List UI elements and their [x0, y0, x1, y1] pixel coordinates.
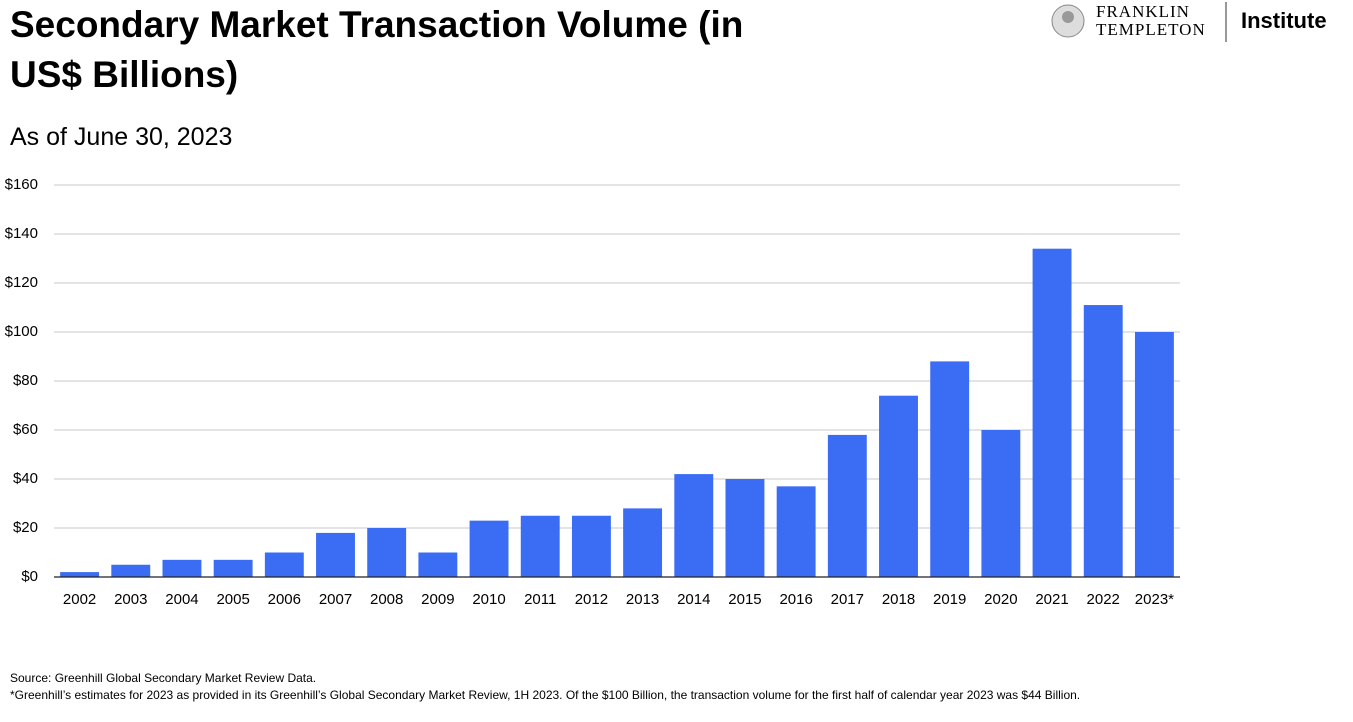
x-tick-label: 2010 [472, 591, 505, 608]
bar [981, 430, 1021, 577]
x-tick-label: 2023* [1135, 591, 1174, 608]
x-tick-label: 2021 [1035, 591, 1068, 608]
x-tick-label: 2016 [779, 591, 812, 608]
x-tick-label: 2005 [216, 591, 249, 608]
y-tick-label: $20 [13, 519, 38, 536]
bar [367, 528, 407, 577]
x-tick-label: 2006 [268, 591, 301, 608]
x-tick-label: 2011 [524, 591, 556, 608]
y-tick-label: $80 [13, 372, 38, 389]
bar [623, 508, 663, 577]
y-tick-label: $100 [5, 323, 38, 340]
x-tick-label: 2007 [319, 591, 352, 608]
bar [930, 361, 970, 577]
bar [60, 572, 100, 577]
bar [879, 395, 918, 577]
bar [264, 552, 304, 577]
bar [111, 564, 151, 577]
logo-portrait-head [1062, 11, 1074, 23]
footnote: *Greenhill’s estimates for 2023 as provi… [10, 688, 1081, 702]
y-tick-label: $120 [5, 274, 38, 291]
bar [1083, 305, 1123, 577]
x-tick-label: 2003 [114, 591, 147, 608]
chart: $0 $20 $40 $60 $80 $100 $120 $140 $160 2002 2003 20… [5, 176, 1180, 608]
y-tick-label: $160 [5, 176, 38, 193]
bar [316, 532, 355, 577]
x-tick-label: 2022 [1087, 591, 1120, 608]
bar [162, 559, 202, 577]
bar [827, 434, 867, 577]
logo: FRANKLIN TEMPLETON Institute [1051, 2, 1327, 42]
bar [571, 515, 611, 577]
chart-subtitle: As of June 30, 2023 [10, 123, 233, 151]
bar [520, 515, 560, 577]
y-tick-label: $60 [13, 421, 38, 438]
y-tick-label: $40 [13, 470, 38, 487]
chart-title: Secondary Market Transaction Volume (in … [10, 4, 744, 95]
x-tick-label: 2004 [165, 591, 198, 608]
footnotes: Source: Greenhill Global Secondary Marke… [10, 670, 1080, 704]
logo-brand: TEMPLETON [1096, 20, 1206, 39]
bar [418, 552, 458, 577]
logo-product: Institute [1241, 8, 1327, 33]
y-tick-label: $0 [21, 568, 38, 585]
x-tick-label: 2015 [728, 591, 761, 608]
bar [674, 474, 714, 577]
x-tick-label: 2002 [63, 591, 96, 608]
bar [1032, 248, 1072, 577]
x-tick-label: 2014 [677, 591, 710, 608]
x-tick-label: 2012 [575, 591, 608, 608]
bar [469, 520, 509, 577]
bar [776, 486, 816, 577]
y-tick-label: $140 [5, 225, 38, 242]
bar [725, 479, 765, 577]
x-tick-label: 2019 [933, 591, 966, 608]
bar [213, 559, 253, 577]
x-tick-label: 2013 [626, 591, 659, 608]
source-note: Source: Greenhill Global Secondary Marke… [10, 671, 317, 685]
logo-brand: FRANKLIN [1096, 2, 1190, 21]
x-tick-label: 2017 [831, 591, 864, 608]
x-tick-label: 2020 [984, 591, 1017, 608]
x-tick-label: 2008 [370, 591, 403, 608]
bar [1134, 332, 1174, 577]
x-tick-label: 2009 [421, 591, 454, 608]
x-tick-label: 2018 [882, 591, 915, 608]
